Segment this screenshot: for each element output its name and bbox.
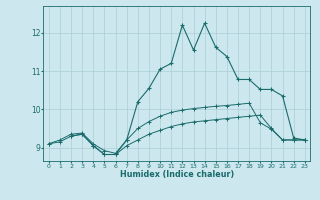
X-axis label: Humidex (Indice chaleur): Humidex (Indice chaleur) [120, 170, 234, 179]
